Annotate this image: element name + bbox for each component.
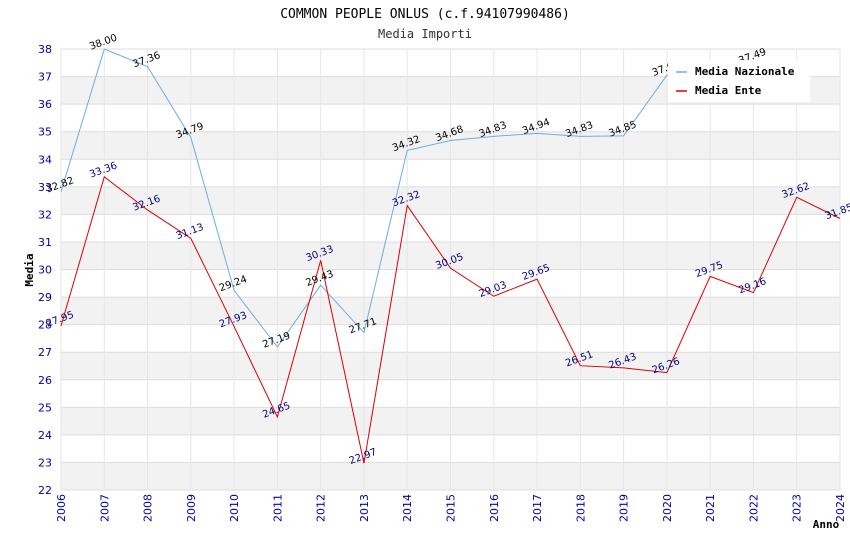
y-tick-label: 22	[38, 484, 52, 497]
x-tick-label: 2006	[55, 494, 68, 522]
x-tick-label: 2009	[185, 494, 198, 522]
y-tick-label: 28	[38, 319, 52, 332]
legend-label-media-nazionale: Media Nazionale	[695, 65, 795, 78]
chart-subtitle: Media Importi	[378, 27, 472, 41]
x-tick-label: 2015	[445, 494, 458, 522]
x-tick-label: 2018	[574, 494, 587, 522]
series-line-media-ente	[60, 176, 841, 464]
x-tick-label: 2017	[531, 494, 544, 522]
y-tick-label: 26	[38, 374, 52, 387]
y-tick-label: 27	[38, 346, 52, 359]
y-tick-label: 33	[38, 181, 52, 194]
x-tick-label: 2011	[271, 494, 284, 522]
x-tick-label: 2022	[747, 494, 760, 522]
x-tick-label: 2024	[834, 494, 847, 522]
x-tick-label: 2023	[791, 494, 804, 522]
grid-lines	[60, 48, 841, 491]
x-tick-label: 2019	[618, 494, 631, 522]
x-tick-label: 2010	[228, 494, 241, 522]
x-tick-label: 2021	[704, 494, 717, 522]
y-tick-label: 36	[38, 98, 52, 111]
x-axis-ticks: 2006 2007 2008 2009 2010 2011 2012 2013 2014 2015…	[55, 494, 847, 522]
x-tick-label: 2007	[98, 494, 111, 522]
y-tick-label: 31	[38, 236, 52, 249]
y-tick-label: 34	[38, 153, 52, 166]
x-tick-label: 2013	[358, 494, 371, 522]
y-tick-label: 38	[38, 43, 52, 56]
series-lines	[60, 48, 841, 464]
x-tick-label: 2012	[315, 494, 328, 522]
chart-title: COMMON PEOPLE ONLUS (c.f.94107990486)	[280, 7, 570, 22]
y-tick-label: 35	[38, 126, 52, 139]
y-tick-label: 32	[38, 208, 52, 221]
legend-label-media-ente: Media Ente	[695, 84, 762, 97]
y-axis-ticks: 22 23 24 25 26 27 28 29 30 31 32 33 34 35 36 37 38	[38, 43, 52, 497]
series-line-media-nazionale	[60, 48, 754, 348]
y-tick-label: 30	[38, 264, 52, 277]
y-tick-label: 24	[38, 429, 52, 442]
y-tick-label: 29	[38, 291, 52, 304]
x-axis-label: Anno	[813, 518, 840, 531]
x-tick-label: 2016	[488, 494, 501, 522]
y-tick-label: 25	[38, 401, 52, 414]
y-axis-label: Media	[23, 253, 36, 286]
x-tick-label: 2014	[401, 494, 414, 522]
y-tick-label: 37	[38, 71, 52, 84]
x-tick-label: 2020	[661, 494, 674, 522]
legend: Media Nazionale Media Ente	[668, 60, 810, 102]
y-tick-label: 23	[38, 456, 52, 469]
legend-box	[668, 60, 810, 102]
x-tick-label: 2008	[142, 494, 155, 522]
